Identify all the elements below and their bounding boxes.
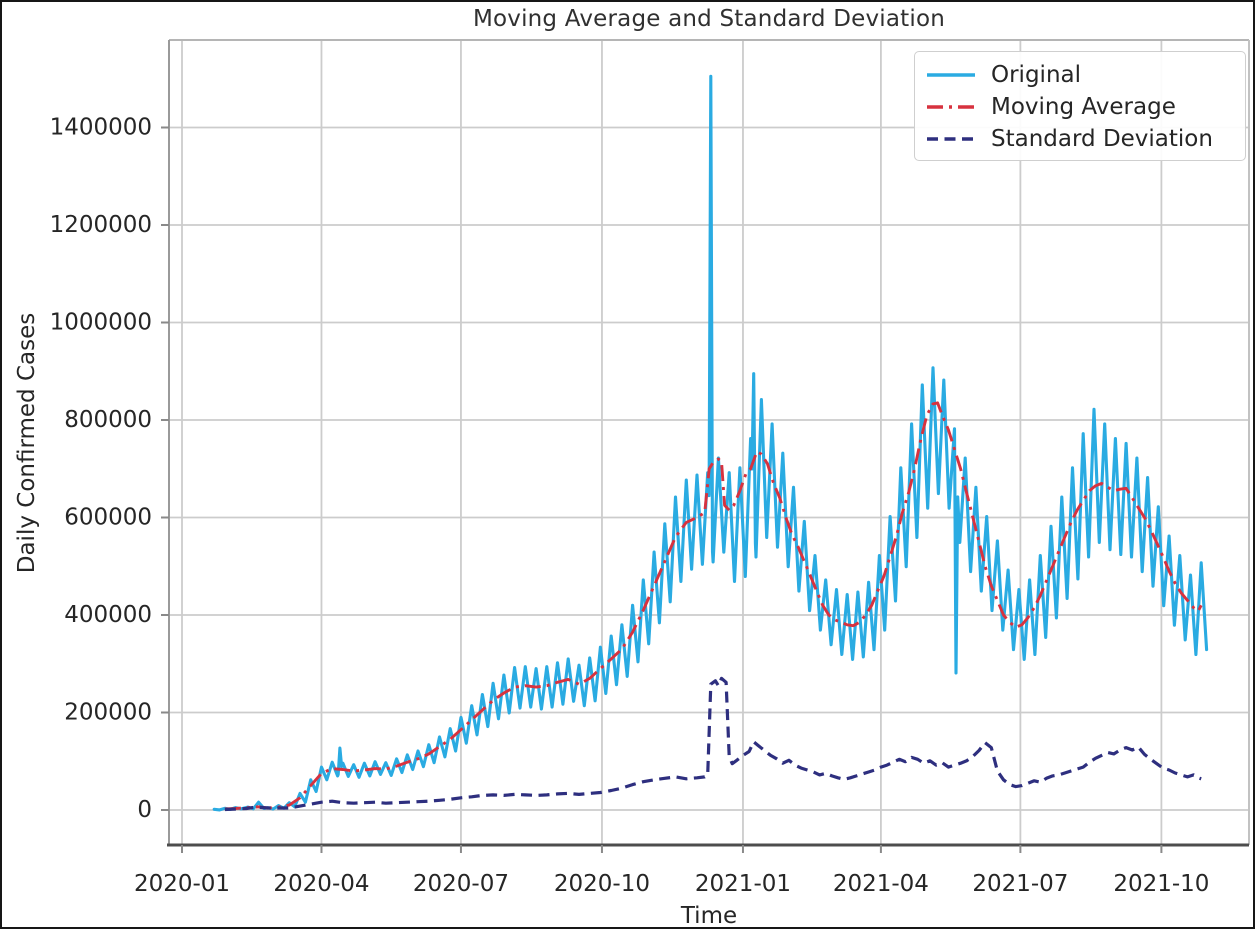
y-tick-label: 1000000 [50, 310, 152, 336]
legend: Original Moving Average Standard Deviati… [914, 51, 1246, 161]
chart-title: Moving Average and Standard Deviation [472, 6, 946, 32]
legend-item-moving-average: Moving Average [925, 91, 1235, 122]
x-tick-label: 2021-04 [833, 871, 929, 897]
x-tick-label: 2021-01 [695, 871, 791, 897]
y-tick-label: 0 [137, 797, 152, 823]
standard-deviation-line [224, 676, 1202, 812]
x-tick-label: 2020-01 [134, 871, 230, 897]
y-tick-label: 1400000 [50, 115, 152, 141]
x-tick-label: 2020-07 [413, 871, 509, 897]
y-tick-label: 400000 [64, 602, 152, 628]
legend-line-standard-deviation-icon [927, 136, 975, 141]
y-tick-label: 600000 [64, 505, 152, 531]
legend-item-standard-deviation: Standard Deviation [925, 123, 1235, 154]
x-tick-label: 2021-07 [972, 871, 1068, 897]
legend-label-moving-average: Moving Average [991, 93, 1176, 120]
y-axis-label: Daily Confirmed Cases [14, 312, 40, 574]
y-tick-label: 800000 [64, 407, 152, 433]
legend-label-standard-deviation: Standard Deviation [991, 125, 1213, 152]
legend-line-original-icon [927, 72, 975, 77]
y-tick-label: 1200000 [50, 212, 152, 238]
original-line [212, 74, 1209, 812]
legend-item-original: Original [925, 59, 1235, 90]
x-tick-label: 2020-10 [554, 871, 650, 897]
x-tick-label: 2021-10 [1113, 871, 1209, 897]
x-axis-label: Time [680, 903, 738, 929]
x-tick-label: 2020-04 [273, 871, 369, 897]
y-tick-label: 200000 [64, 700, 152, 726]
legend-label-original: Original [991, 61, 1082, 88]
legend-line-moving-average-icon [927, 104, 975, 109]
moving-average-line [224, 401, 1203, 811]
